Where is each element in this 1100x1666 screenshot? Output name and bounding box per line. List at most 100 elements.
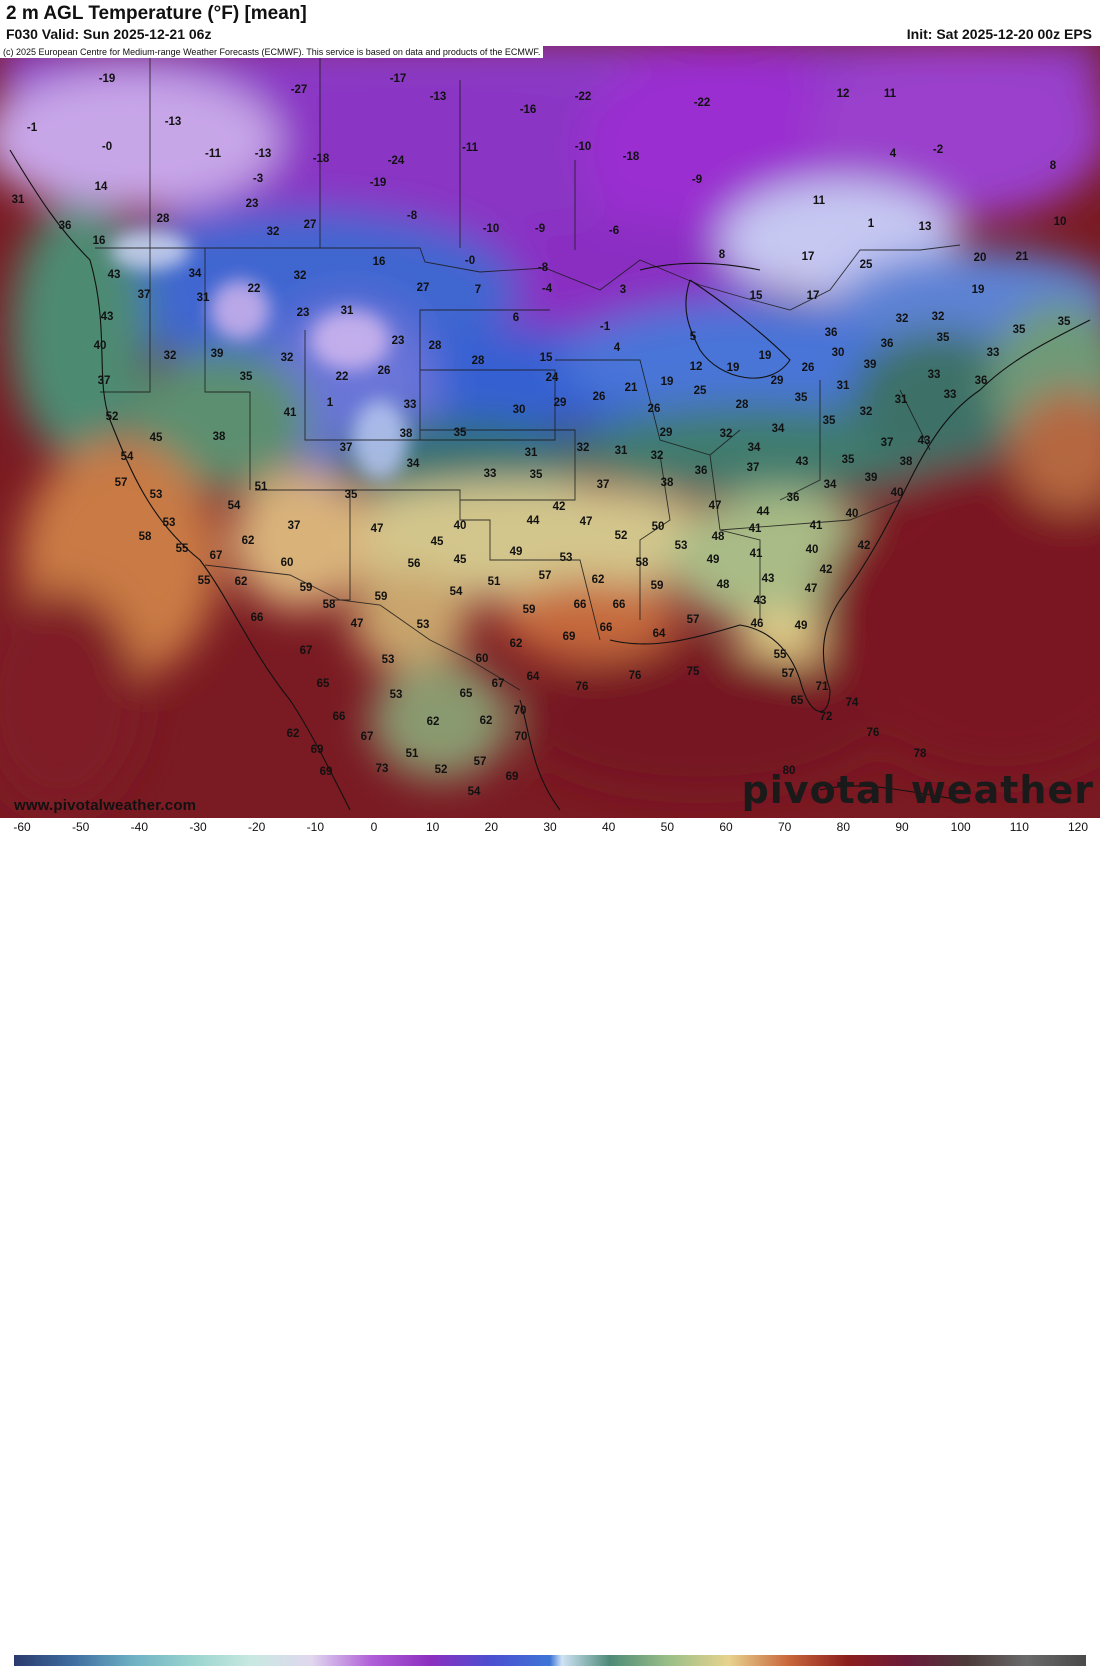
temperature-label: 32	[267, 226, 280, 238]
temperature-label: 64	[527, 671, 540, 683]
temperature-label: 57	[687, 614, 700, 626]
temperature-label: -8	[407, 210, 418, 222]
temperature-label: 40	[806, 544, 819, 556]
temperature-label: 20	[974, 252, 987, 264]
temperature-label: 53	[675, 540, 688, 552]
scale-tick: 90	[895, 820, 909, 834]
temperature-label: 32	[281, 352, 294, 364]
temperature-label: 1	[868, 218, 875, 230]
temperature-label: 42	[858, 540, 871, 552]
temperature-label: 15	[540, 352, 553, 364]
scale-tick: 120	[1067, 820, 1089, 834]
temperature-label: 5	[690, 331, 697, 343]
temperature-label: 17	[802, 251, 815, 263]
temperature-label: 23	[246, 198, 259, 210]
temperature-label: 30	[832, 347, 845, 359]
temperature-label: 57	[115, 477, 128, 489]
temperature-label: 36	[787, 492, 800, 504]
temperature-label: 11	[813, 195, 826, 207]
temperature-label: -4	[542, 283, 553, 295]
temperature-label: 37	[597, 479, 610, 491]
temperature-label: -9	[692, 174, 702, 186]
temperature-label: 3	[620, 284, 626, 296]
temperature-label: 28	[157, 213, 170, 225]
color-bar	[14, 1655, 1086, 1666]
temperature-label: 37	[98, 375, 111, 387]
temperature-label: 36	[695, 465, 708, 477]
temperature-label: 71	[816, 681, 829, 693]
temperature-label: -2	[933, 144, 943, 156]
temperature-label: 23	[297, 307, 310, 319]
temperature-label: 38	[900, 456, 913, 468]
temperature-label: 52	[615, 530, 628, 542]
temperature-label: 27	[304, 219, 317, 231]
temperature-label: 32	[932, 311, 945, 323]
temperature-label: 52	[106, 411, 119, 423]
temperature-label: 32	[720, 428, 733, 440]
valid-time: F030 Valid: Sun 2025-12-21 06z	[6, 26, 212, 42]
scale-tick: 70	[777, 820, 792, 834]
temperature-label: 11	[884, 88, 897, 100]
temperature-label: 51	[255, 481, 268, 493]
temperature-label: 42	[820, 564, 833, 576]
temperature-label: 22	[336, 371, 349, 383]
temperature-label: 66	[333, 711, 346, 723]
temperature-label: -27	[291, 84, 308, 96]
color-scale: -60 -50 -40 -30 -20 -10 0 10 20 30 40 50 60 70 80 90 100…	[0, 818, 1100, 1666]
scale-tick: 110	[1009, 820, 1029, 834]
scale-tick: 20	[484, 820, 499, 834]
map-title: 2 m AGL Temperature (°F) [mean]	[6, 3, 307, 24]
temperature-label: 74	[846, 697, 859, 709]
temperature-label: 34	[772, 423, 785, 435]
temperature-label: 73	[376, 763, 389, 775]
temperature-label: 14	[95, 181, 108, 193]
temperature-label: -16	[520, 104, 537, 116]
temperature-label: 32	[860, 406, 873, 418]
temperature-label: 7	[475, 284, 481, 296]
temperature-label: 57	[539, 570, 552, 582]
scale-tick: 50	[660, 820, 675, 834]
temperature-label: 46	[751, 618, 764, 630]
temperature-label: 53	[382, 654, 395, 666]
temperature-label: 31	[341, 305, 354, 317]
temperature-label: 32	[164, 350, 177, 362]
temperature-label: 29	[554, 397, 567, 409]
temperature-map[interactable]: -19 -1 -0 -13 -11 -13 -27 -17 -13 -16 -22 -22 12 11 14…	[0, 46, 1100, 818]
temperature-label: -8	[538, 262, 549, 274]
temperature-label: 40	[846, 508, 859, 520]
temperature-label: 54	[121, 451, 134, 463]
temperature-label: 66	[613, 599, 626, 611]
temperature-label: 62	[592, 574, 605, 586]
temperature-label: 28	[429, 340, 442, 352]
temperature-label: 67	[361, 731, 374, 743]
temperature-label: 26	[802, 362, 815, 374]
temperature-label: 8	[1050, 160, 1057, 172]
temperature-label: -0	[102, 141, 112, 153]
temperature-label: -9	[535, 223, 545, 235]
temperature-label: 40	[454, 520, 467, 532]
temperature-label: -24	[388, 155, 405, 167]
temperature-label: 43	[796, 456, 809, 468]
temperature-label: 34	[824, 479, 837, 491]
temperature-label: 6	[513, 312, 519, 324]
temperature-label: 37	[340, 442, 353, 454]
temperature-label: -13	[165, 116, 182, 128]
temperature-label: 67	[300, 645, 313, 657]
temperature-label: 35	[454, 427, 467, 439]
scale-tick: 40	[601, 820, 616, 834]
temperature-label: 43	[762, 573, 775, 585]
site-url[interactable]: www.pivotalweather.com	[14, 797, 197, 814]
boundaries	[95, 50, 961, 691]
temperature-label: 25	[694, 385, 707, 397]
temperature-label: 38	[213, 431, 226, 443]
temperature-label: -1	[600, 321, 611, 333]
temperature-label: 15	[750, 290, 763, 302]
temperature-label: 60	[281, 557, 294, 569]
temperature-label: 31	[197, 292, 210, 304]
scale-tick: -50	[71, 820, 90, 834]
temperature-label: 16	[373, 256, 386, 268]
temperature-label: 53	[150, 489, 163, 501]
temperature-label: 75	[687, 666, 700, 678]
